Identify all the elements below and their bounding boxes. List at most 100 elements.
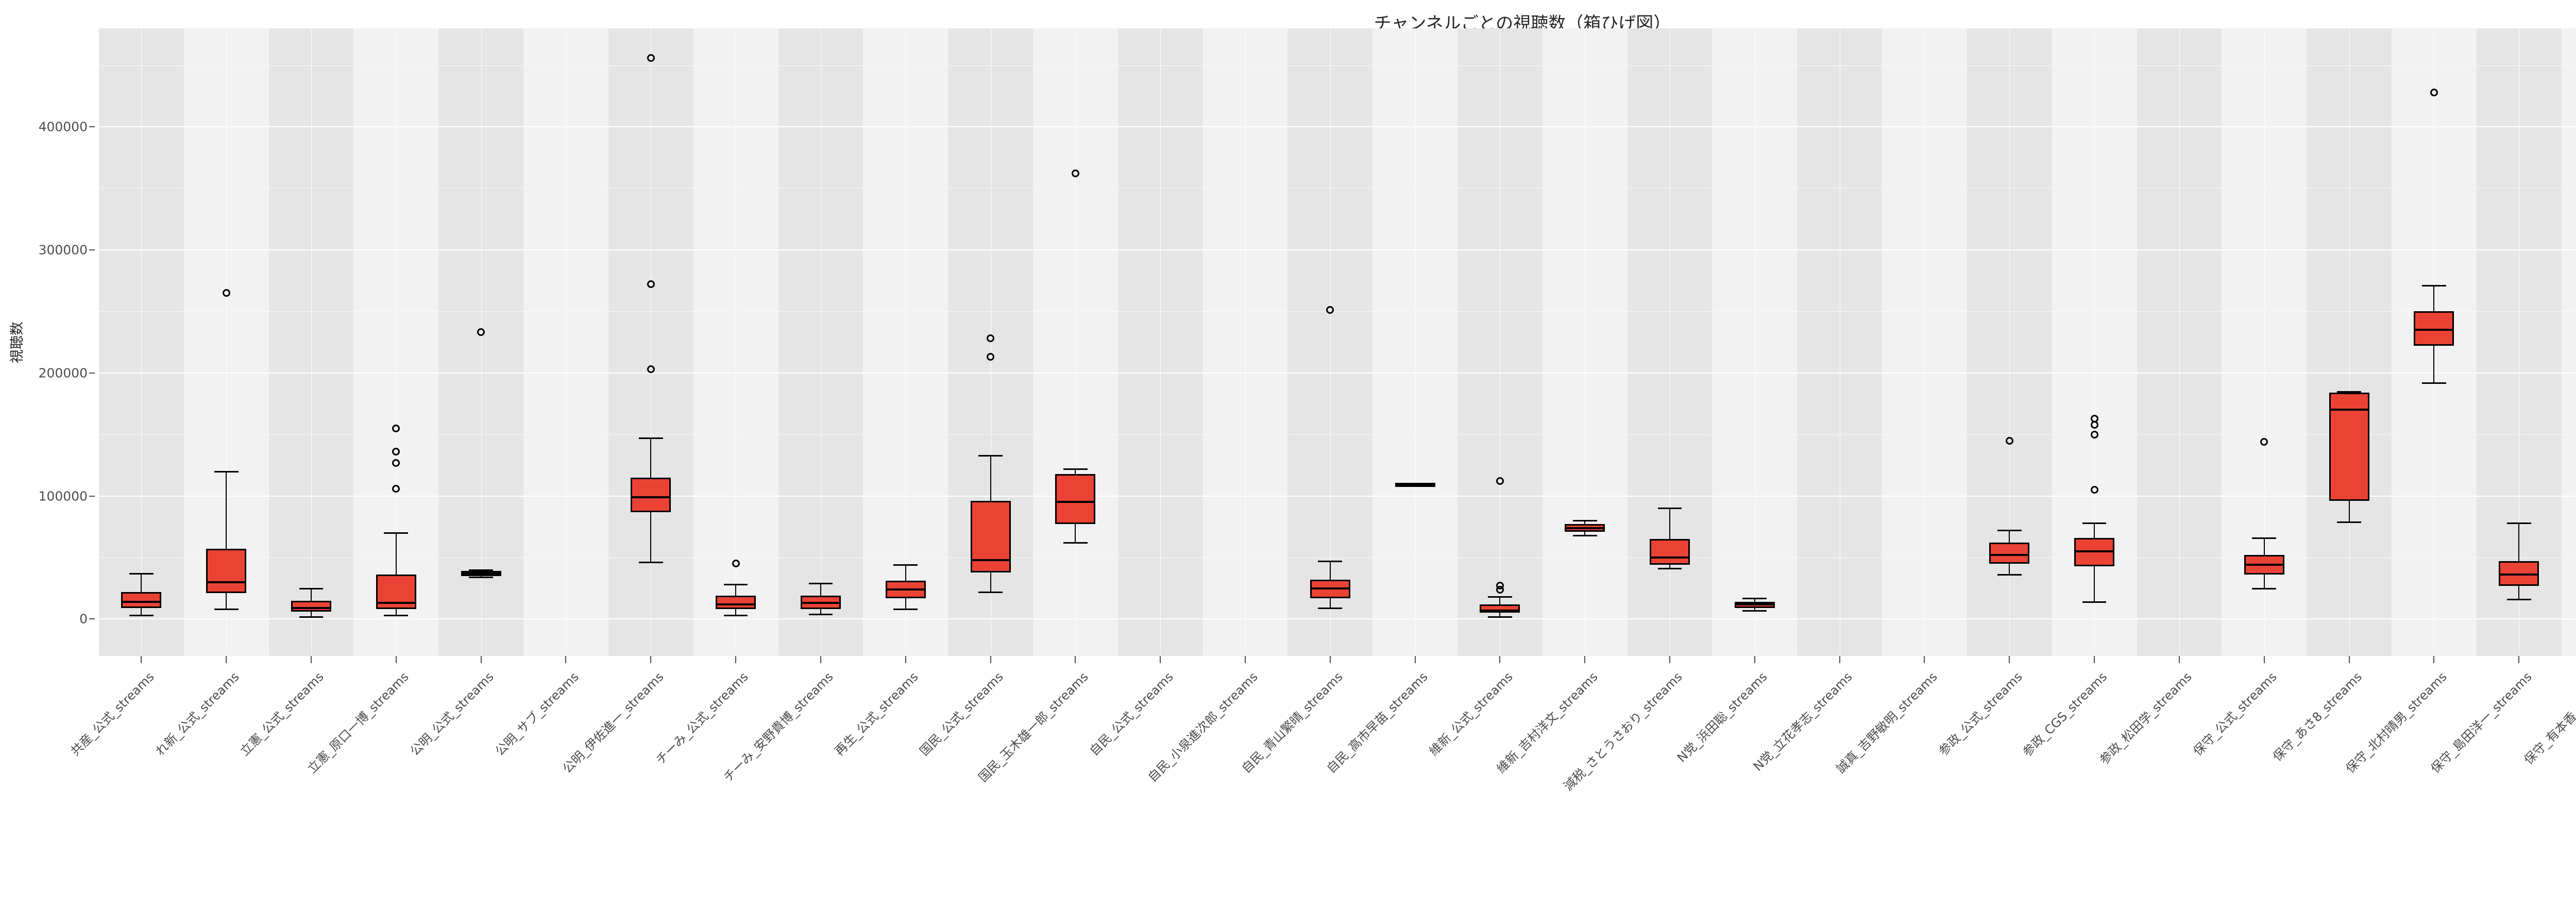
boxplot-box[interactable] [99,28,2576,656]
boxplot-box[interactable] [99,28,2576,656]
median-line [1734,603,1775,605]
whisker-cap-lower [723,615,748,617]
boxplot-box[interactable] [99,28,2576,656]
x-tick-mark [2348,656,2350,663]
whisker-cap-upper [214,470,239,473]
gridline-major [99,372,2576,374]
x-tick-label-text: 公明_公式_streams [407,669,497,759]
gridline-vertical [1415,28,1416,656]
x-tick-mark [1924,656,1925,663]
y-tick-label: 200000 [38,365,88,381]
whisker-lower [1584,531,1586,535]
x-tick-label-text: チーみ_公式_streams [653,669,752,768]
y-tick-mark [89,126,95,128]
whisker-lower [905,598,906,610]
boxplot-box[interactable] [99,28,2576,656]
whisker-cap-upper [2252,537,2277,539]
whisker-upper [1499,597,1501,604]
outlier-point [392,424,400,432]
x-tick-mark [905,656,906,663]
x-tick-label-text: 立憲_公式_streams [238,669,327,759]
x-tick-mark [2094,656,2095,663]
whisker-lower [990,572,991,592]
whisker-lower [1499,613,1501,617]
x-tick-mark [735,656,737,663]
x-tick-mark [1669,656,1671,663]
whisker-cap-lower [1063,542,1088,544]
boxplot-box[interactable] [99,28,2576,656]
boxplot-box[interactable] [99,28,2576,656]
outlier-point [392,448,400,456]
outlier-point [222,289,230,297]
whisker-upper [735,584,737,596]
x-axis: 共産_公式_streams れ新_公式_streams 立憲_公式_streams 立… [67,656,2576,903]
gridline-vertical [2009,28,2010,656]
median-line [1650,556,1690,559]
whisker-cap-upper [1657,508,1682,510]
boxplot-box[interactable] [99,28,2576,656]
box-iqr [1055,474,1096,525]
gridline-vertical [311,28,312,656]
x-tick-mark [1075,656,1076,663]
y-tick-mark [89,372,95,374]
boxplot-box[interactable] [99,28,2576,656]
whisker-cap-lower [299,616,324,618]
boxplot-box[interactable] [99,28,2576,656]
whisker-cap-lower [1488,616,1512,618]
median-line [206,581,247,583]
x-tick-label-text: 参政_松田学_streams [2097,669,2195,768]
x-tick-label-text: 国民_公式_streams [917,669,1006,759]
whisker-upper [2094,523,2095,538]
outlier-point [1496,582,1504,590]
whisker-cap-lower [638,562,663,564]
whisker-cap-lower [2421,382,2446,384]
boxplot-box[interactable] [99,28,2576,656]
boxplot-box[interactable] [99,28,2576,656]
whisker-cap-lower [129,615,154,617]
boxplot-box[interactable] [99,28,2576,656]
whisker-cap-lower [2252,587,2277,589]
gridline-minor [99,188,2576,189]
whisker-lower [2433,346,2435,383]
boxplot-box[interactable] [99,28,2576,656]
boxplot-box[interactable] [99,28,2576,656]
gridline-vertical [1330,28,1331,656]
median-line [2329,409,2369,411]
boxplot-box[interactable] [99,28,2576,656]
gridline-vertical [396,28,397,656]
boxplot-box[interactable] [99,28,2576,656]
whisker-cap-upper [469,569,494,571]
median-line [1310,587,1350,589]
whisker-cap-upper [893,564,918,566]
plot-band [1372,28,1458,656]
boxplot-box[interactable] [99,28,2576,656]
x-tick-label-text: 参政_CGS_streams [2020,669,2110,760]
boxplot-box[interactable] [99,28,2576,656]
whisker-cap-lower [2506,599,2531,601]
boxplot-box[interactable] [99,28,2576,656]
boxplot-box[interactable] [99,28,2576,656]
whisker-cap-lower [2082,601,2107,603]
boxplot-box[interactable] [99,28,2576,656]
whisker-cap-lower [893,609,918,611]
gridline-vertical [226,28,227,656]
boxplot-box[interactable] [99,28,2576,656]
whisker-upper [311,588,312,601]
outlier-point [2090,486,2098,494]
boxplot-box[interactable] [99,28,2576,656]
gridline-minor [99,311,2576,312]
x-tick-mark [820,656,821,663]
whisker-cap-lower [808,613,833,615]
whisker-upper [1754,598,1755,602]
outlier-point [987,353,995,361]
whisker-upper [905,565,906,581]
y-axis: 0 100000 200000 300000 400000 [0,28,99,656]
x-tick-mark [2009,656,2010,663]
box-iqr [716,595,756,610]
x-tick-mark [311,656,312,663]
whisker-lower [141,608,142,616]
boxplot-box[interactable] [99,28,2576,656]
whisker-cap-upper [978,454,1003,457]
x-tick-mark [395,656,397,663]
whisker-cap-upper [1318,561,1343,563]
